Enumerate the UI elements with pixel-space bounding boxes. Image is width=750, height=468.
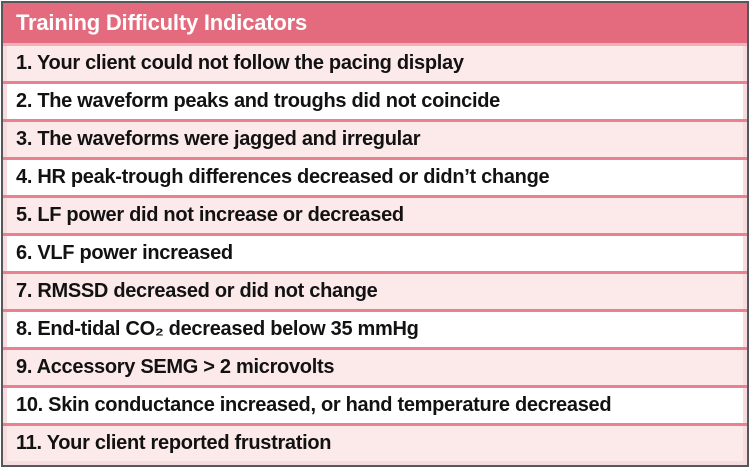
row-divider xyxy=(3,119,747,122)
header-divider xyxy=(3,43,747,46)
row-divider xyxy=(3,233,747,236)
table-row: 10. Skin conductance increased, or hand … xyxy=(7,388,743,423)
table-row: 3. The waveforms were jagged and irregul… xyxy=(7,122,743,157)
row-divider xyxy=(3,309,747,312)
row-divider xyxy=(3,157,747,160)
row-divider xyxy=(3,271,747,274)
table-row: 2. The waveform peaks and troughs did no… xyxy=(7,84,743,119)
row-divider xyxy=(3,81,747,84)
table-row: 11. Your client reported frustration xyxy=(7,426,743,461)
table-row: 5. LF power did not increase or decrease… xyxy=(7,198,743,233)
table-row: 7. RMSSD decreased or did not change xyxy=(7,274,743,309)
table-row: 6. VLF power increased xyxy=(7,236,743,271)
table-row: 9. Accessory SEMG > 2 microvolts xyxy=(7,350,743,385)
row-divider xyxy=(3,385,747,388)
row-divider xyxy=(3,423,747,426)
row-divider xyxy=(3,347,747,350)
table-body: 1. Your client could not follow the paci… xyxy=(3,46,747,465)
table-title: Training Difficulty Indicators xyxy=(3,3,747,43)
table-row: 4. HR peak-trough differences decreased … xyxy=(7,160,743,195)
table-row: 8. End-tidal CO₂ decreased below 35 mmHg xyxy=(7,312,743,347)
row-divider xyxy=(3,195,747,198)
table-row: 1. Your client could not follow the paci… xyxy=(7,46,743,81)
